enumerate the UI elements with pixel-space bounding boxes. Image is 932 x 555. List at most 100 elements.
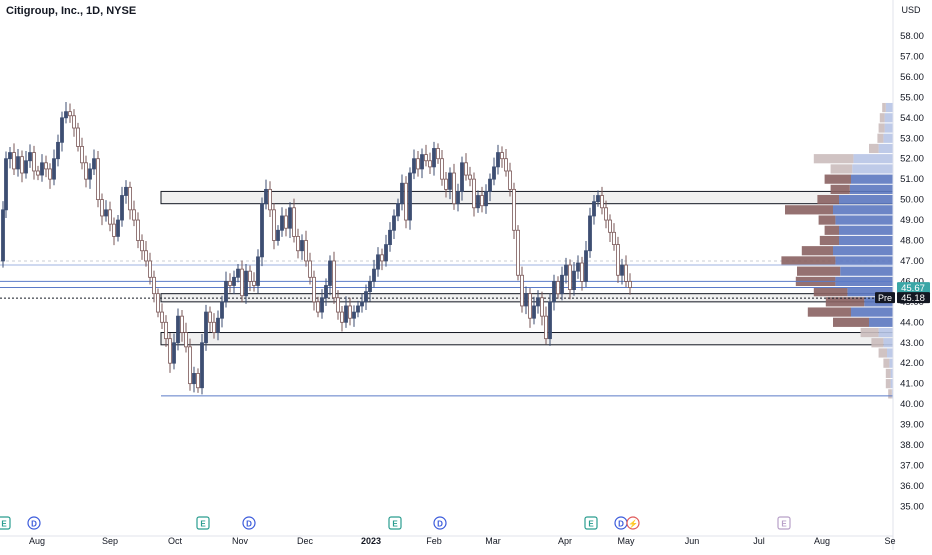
candle-body	[28, 152, 32, 162]
volume-profile-down-bar	[830, 164, 853, 174]
candle-body	[428, 160, 432, 168]
dividend-marker[interactable]	[433, 516, 447, 530]
volume-profile-down-bar	[885, 379, 891, 389]
volume-profile-up-bar	[835, 215, 893, 225]
candle-body	[352, 311, 356, 319]
candle-body	[492, 166, 496, 180]
price-tick-label: 52.00	[900, 154, 924, 165]
dividend-marker[interactable]	[27, 516, 41, 530]
candle-body	[212, 321, 216, 333]
candle-body	[304, 240, 308, 262]
volume-profile-up-bar	[889, 358, 893, 368]
candle-body	[324, 285, 328, 299]
candle-body	[220, 301, 224, 319]
candle-body	[620, 264, 624, 276]
candle-body	[112, 223, 116, 237]
candle-body	[544, 315, 548, 340]
time-tick-label: Feb	[426, 536, 442, 546]
candle-body	[412, 158, 416, 174]
candle-body	[276, 229, 280, 241]
price-tick-label: 55.00	[900, 92, 924, 103]
candle-body	[60, 117, 64, 143]
premarket-price-badge	[897, 292, 930, 304]
candle-body	[36, 170, 40, 176]
candle-body	[8, 152, 12, 160]
volume-profile-down-bar	[879, 113, 885, 123]
candle-body	[136, 219, 140, 241]
candle-body	[68, 111, 72, 117]
earnings-marker[interactable]	[196, 516, 210, 530]
candle-body	[72, 115, 76, 129]
price-tick-label: 36.00	[900, 481, 924, 492]
event-marker-label: E	[392, 520, 398, 529]
earnings-marker[interactable]	[584, 516, 598, 530]
premarket-price-label: 45.18	[901, 293, 925, 304]
dividend-marker[interactable]	[242, 516, 256, 530]
volume-profile-up-bar	[884, 123, 893, 133]
candle-body	[280, 215, 284, 231]
candle-body	[560, 274, 564, 295]
price-tick-label: 48.00	[900, 236, 924, 247]
candle-body	[208, 311, 212, 323]
candles-layer	[1, 101, 632, 395]
candle-body	[396, 203, 400, 217]
candle-body	[16, 156, 20, 170]
candle-body	[260, 203, 264, 258]
split-marker[interactable]	[626, 516, 640, 530]
candle-body	[176, 315, 180, 344]
candle-body	[172, 342, 176, 364]
candle-body	[108, 209, 112, 225]
candle-body	[144, 250, 148, 262]
volume-profile-down-bar	[817, 194, 839, 205]
volume-profile-up-bar	[883, 338, 893, 348]
event-marker-label: E	[781, 520, 787, 529]
price-tick-label: 54.00	[900, 113, 924, 124]
candle-body	[192, 373, 196, 385]
candle-body	[368, 280, 372, 293]
candle-body	[540, 297, 544, 317]
time-tick-label: Mar	[485, 536, 501, 546]
time-tick-label: Jul	[753, 536, 765, 546]
price-tick-label: 49.00	[900, 215, 924, 226]
candle-body	[488, 178, 492, 192]
price-tick-label: 39.00	[900, 420, 924, 431]
event-marker-label: E	[1, 520, 7, 529]
candle-body	[44, 162, 48, 170]
volume-profile-down-bar	[801, 246, 833, 256]
volume-profile-up-bar	[851, 174, 893, 184]
candle-body	[40, 162, 44, 176]
volume-profile-down-bar	[878, 348, 887, 358]
volume-profile-down-bar	[885, 368, 891, 379]
price-tick-label: 37.00	[900, 460, 924, 471]
volume-profile-down-bar	[819, 235, 839, 246]
price-tick-label: 53.00	[900, 133, 924, 144]
candle-body	[520, 274, 524, 307]
volume-profile-down-bar	[833, 317, 869, 327]
volume-profile-up-bar	[839, 235, 893, 246]
volume-profile-down-bar	[813, 287, 848, 297]
candle-body	[468, 174, 472, 180]
earnings-marker[interactable]	[388, 516, 402, 530]
price-tick-label: 57.00	[900, 51, 924, 62]
volume-profile-down-bar	[813, 154, 854, 164]
volume-profile-up-bar	[833, 246, 893, 256]
price-tick-label: 35.00	[900, 501, 924, 512]
candle-body	[248, 270, 252, 282]
earnings-marker[interactable]	[0, 516, 11, 530]
earnings-marker[interactable]	[777, 516, 791, 530]
candle-body	[156, 293, 160, 313]
candle-body	[496, 152, 500, 168]
candle-body	[444, 178, 448, 190]
price-tick-label: 44.00	[900, 317, 924, 328]
candle-body	[340, 311, 344, 323]
candle-body	[384, 244, 388, 262]
volume-profile-up-bar	[891, 389, 893, 399]
candle-body	[4, 158, 8, 211]
candle-body	[580, 262, 584, 282]
volume-profile-down-bar	[824, 174, 851, 184]
support-resistance-zone[interactable]	[160, 332, 894, 346]
candle-body	[376, 254, 380, 270]
candle-body	[120, 195, 124, 221]
